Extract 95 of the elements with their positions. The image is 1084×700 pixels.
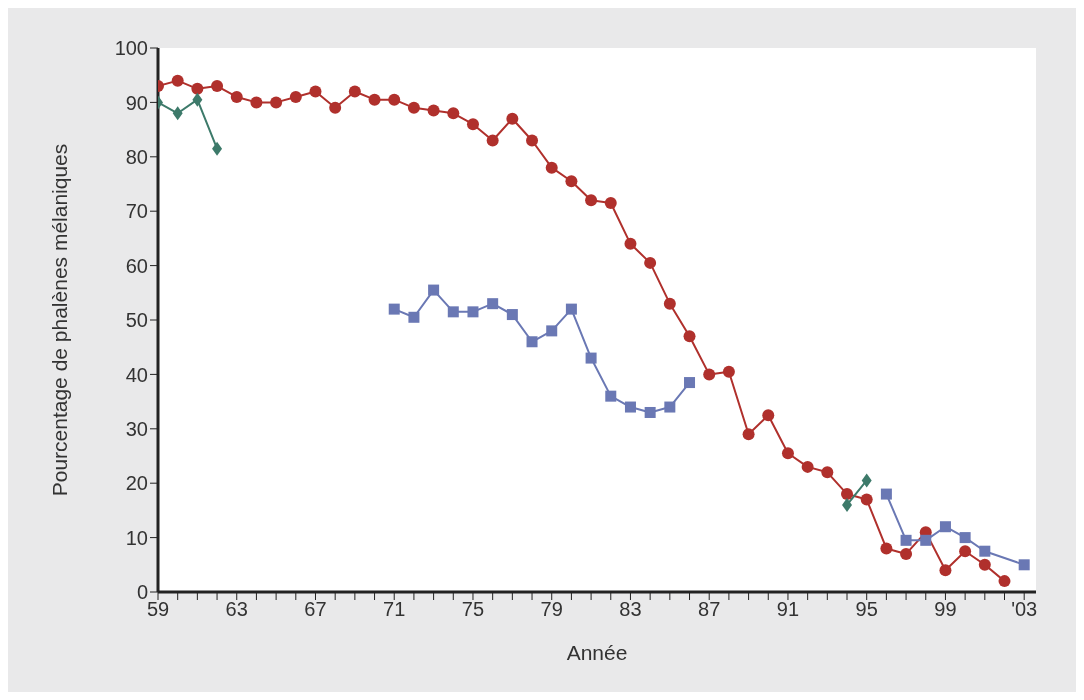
point — [585, 194, 598, 207]
point — [624, 237, 637, 250]
x-tick-label: 67 — [304, 598, 327, 621]
point — [192, 92, 203, 107]
point — [526, 134, 539, 147]
point — [604, 197, 617, 210]
point — [329, 101, 342, 114]
point — [565, 303, 577, 315]
point — [959, 532, 971, 544]
point — [585, 352, 597, 364]
x-tick-label: 91 — [776, 598, 800, 621]
point — [467, 306, 479, 318]
x-tick-label: '03 — [1011, 598, 1038, 621]
x-tick-label: 95 — [855, 598, 878, 621]
point — [526, 336, 538, 348]
point — [250, 96, 263, 109]
point — [388, 93, 401, 106]
point — [860, 493, 873, 506]
point — [722, 365, 735, 378]
point — [920, 534, 932, 546]
point — [172, 106, 183, 121]
point — [841, 488, 854, 501]
x-tick-label: 63 — [225, 598, 248, 621]
point — [348, 85, 361, 98]
point — [309, 85, 322, 98]
y-tick-label: 80 — [125, 145, 148, 168]
point — [486, 134, 499, 147]
point — [270, 96, 283, 109]
y-axis-title: Pourcentage de phalènes mélaniques — [48, 143, 72, 497]
point — [998, 575, 1011, 588]
point — [1018, 559, 1030, 571]
x-tick-label: 75 — [461, 598, 485, 621]
point — [447, 306, 459, 318]
y-tick-label: 50 — [125, 309, 148, 332]
x-tick-label: 59 — [146, 598, 170, 621]
point — [605, 390, 617, 402]
y-tick-label: 10 — [125, 526, 148, 549]
point — [781, 447, 794, 460]
y-tick-label: 0 — [136, 581, 148, 604]
y-tick-label: 70 — [125, 200, 148, 223]
point — [407, 101, 420, 114]
point — [979, 545, 991, 557]
point — [900, 547, 913, 560]
point — [978, 558, 991, 571]
point — [842, 497, 853, 512]
point — [487, 298, 499, 310]
point — [212, 141, 223, 156]
point — [939, 521, 951, 533]
point — [506, 309, 518, 321]
x-tick-label: 87 — [698, 598, 721, 621]
point — [664, 401, 676, 413]
point — [545, 161, 558, 174]
point — [861, 473, 872, 488]
y-tick-label: 90 — [125, 91, 148, 114]
point — [408, 311, 420, 323]
point — [428, 284, 440, 296]
point — [684, 377, 696, 389]
point — [742, 428, 755, 441]
point — [466, 118, 479, 131]
point — [683, 330, 696, 343]
point — [230, 90, 243, 103]
x-tick-label: 71 — [383, 598, 406, 621]
point — [644, 256, 657, 269]
point — [506, 112, 519, 125]
x-axis-title: Année — [566, 641, 628, 664]
point — [900, 534, 912, 546]
point — [663, 297, 676, 310]
point — [821, 466, 834, 479]
x-tick-label: 79 — [540, 598, 563, 621]
point — [624, 401, 636, 413]
point — [644, 406, 656, 418]
y-tick-label: 30 — [125, 417, 148, 440]
y-tick-label: 40 — [125, 363, 148, 386]
point — [546, 325, 558, 337]
point — [801, 460, 814, 473]
point — [762, 409, 775, 422]
y-tick-label: 20 — [125, 472, 148, 495]
point — [171, 74, 184, 87]
point — [880, 542, 893, 555]
point — [368, 93, 381, 106]
point — [427, 104, 440, 117]
x-tick-label: 99 — [934, 598, 957, 621]
point — [565, 175, 578, 188]
point — [211, 80, 224, 93]
point — [880, 488, 892, 500]
point — [388, 303, 400, 315]
y-tick-label: 60 — [125, 254, 148, 277]
point — [289, 90, 302, 103]
point — [703, 368, 716, 381]
y-tick-label: 100 — [114, 37, 148, 60]
x-tick-label: 83 — [619, 598, 642, 621]
point — [939, 564, 952, 577]
point — [959, 545, 972, 558]
point — [191, 82, 204, 95]
point — [447, 107, 460, 120]
